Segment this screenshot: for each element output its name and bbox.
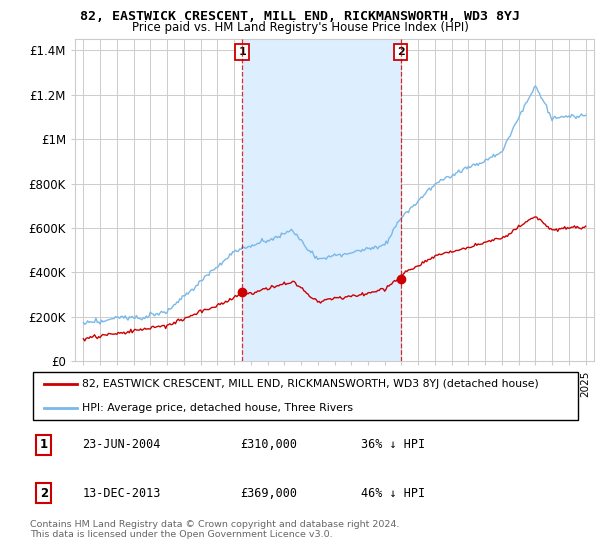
Text: 2: 2 <box>40 487 48 500</box>
Text: 2: 2 <box>397 47 404 57</box>
FancyBboxPatch shape <box>33 372 578 420</box>
Text: 1: 1 <box>40 438 48 451</box>
Text: £369,000: £369,000 <box>240 487 297 500</box>
Text: 36% ↓ HPI: 36% ↓ HPI <box>361 438 425 451</box>
Text: HPI: Average price, detached house, Three Rivers: HPI: Average price, detached house, Thre… <box>82 403 353 413</box>
Text: 82, EASTWICK CRESCENT, MILL END, RICKMANSWORTH, WD3 8YJ (detached house): 82, EASTWICK CRESCENT, MILL END, RICKMAN… <box>82 379 539 389</box>
Text: 13-DEC-2013: 13-DEC-2013 <box>82 487 161 500</box>
Text: 1: 1 <box>238 47 246 57</box>
Text: 46% ↓ HPI: 46% ↓ HPI <box>361 487 425 500</box>
Text: Price paid vs. HM Land Registry's House Price Index (HPI): Price paid vs. HM Land Registry's House … <box>131 21 469 34</box>
Text: £310,000: £310,000 <box>240 438 297 451</box>
Text: 23-JUN-2004: 23-JUN-2004 <box>82 438 161 451</box>
Text: Contains HM Land Registry data © Crown copyright and database right 2024.
This d: Contains HM Land Registry data © Crown c… <box>30 520 400 539</box>
Bar <box>242 39 401 361</box>
Text: 82, EASTWICK CRESCENT, MILL END, RICKMANSWORTH, WD3 8YJ: 82, EASTWICK CRESCENT, MILL END, RICKMAN… <box>80 10 520 23</box>
